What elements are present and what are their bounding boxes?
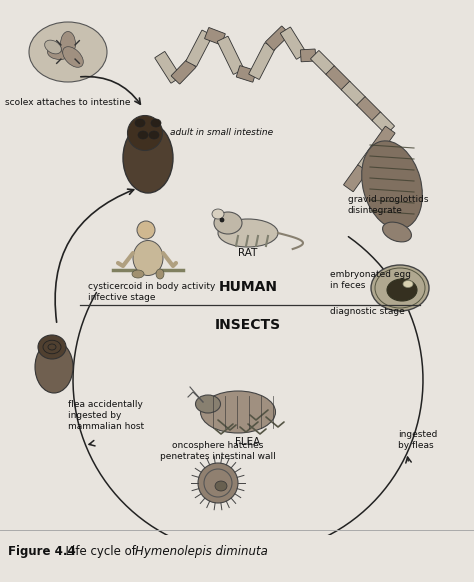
Text: ingested
by fleas: ingested by fleas	[398, 430, 438, 450]
Text: infective stage: infective stage	[88, 293, 155, 302]
Text: gravid proglottids
disintegrate: gravid proglottids disintegrate	[348, 195, 428, 215]
FancyBboxPatch shape	[357, 97, 381, 121]
Ellipse shape	[362, 141, 422, 229]
Ellipse shape	[198, 463, 238, 503]
Ellipse shape	[133, 240, 163, 275]
FancyBboxPatch shape	[326, 66, 350, 90]
FancyBboxPatch shape	[371, 126, 395, 153]
Text: embryonated egg
in feces: embryonated egg in feces	[330, 270, 411, 290]
FancyBboxPatch shape	[205, 27, 225, 45]
FancyBboxPatch shape	[217, 36, 244, 74]
FancyBboxPatch shape	[171, 59, 196, 84]
Ellipse shape	[215, 481, 227, 491]
FancyBboxPatch shape	[237, 66, 256, 82]
Ellipse shape	[29, 22, 107, 82]
Ellipse shape	[220, 218, 224, 222]
FancyBboxPatch shape	[344, 165, 367, 191]
Text: INSECTS: INSECTS	[215, 318, 281, 332]
Ellipse shape	[212, 209, 224, 219]
Ellipse shape	[383, 222, 411, 242]
FancyBboxPatch shape	[372, 112, 394, 134]
Ellipse shape	[156, 269, 164, 279]
Ellipse shape	[149, 131, 159, 139]
FancyBboxPatch shape	[341, 81, 365, 105]
Text: RAT: RAT	[238, 248, 258, 258]
Text: Hymenolepis diminuta: Hymenolepis diminuta	[135, 545, 268, 558]
Ellipse shape	[218, 219, 278, 247]
FancyBboxPatch shape	[249, 43, 275, 79]
Ellipse shape	[135, 119, 145, 127]
Ellipse shape	[123, 123, 173, 193]
Ellipse shape	[137, 221, 155, 239]
Text: Life cycle of: Life cycle of	[58, 545, 140, 558]
Text: FLEA: FLEA	[236, 437, 261, 447]
FancyBboxPatch shape	[310, 51, 335, 75]
FancyBboxPatch shape	[155, 52, 181, 83]
FancyBboxPatch shape	[301, 49, 316, 62]
FancyBboxPatch shape	[357, 146, 381, 172]
Ellipse shape	[371, 265, 429, 311]
Ellipse shape	[214, 212, 242, 234]
Ellipse shape	[132, 270, 144, 278]
Text: oncosphere hatches
penetrates intestinal wall: oncosphere hatches penetrates intestinal…	[160, 441, 276, 461]
Ellipse shape	[38, 335, 66, 359]
Text: HUMAN: HUMAN	[219, 280, 277, 294]
FancyBboxPatch shape	[265, 26, 290, 50]
Ellipse shape	[128, 115, 163, 151]
Text: scolex attaches to intestine: scolex attaches to intestine	[5, 98, 130, 107]
Text: diagnostic stage: diagnostic stage	[330, 307, 405, 316]
Ellipse shape	[61, 31, 75, 56]
Text: adult in small intestine: adult in small intestine	[171, 128, 273, 137]
Ellipse shape	[387, 279, 417, 301]
Ellipse shape	[63, 47, 83, 68]
Ellipse shape	[45, 40, 61, 54]
Ellipse shape	[195, 395, 220, 413]
Ellipse shape	[151, 119, 161, 127]
FancyBboxPatch shape	[186, 30, 212, 66]
Ellipse shape	[47, 44, 73, 59]
Text: flea accidentally
ingested by
mammalian host: flea accidentally ingested by mammalian …	[68, 400, 144, 431]
Ellipse shape	[138, 131, 148, 139]
Text: Figure 4.4: Figure 4.4	[8, 545, 76, 558]
Text: cysticercoid in body activity: cysticercoid in body activity	[88, 282, 215, 291]
Ellipse shape	[403, 281, 413, 288]
Ellipse shape	[201, 391, 275, 433]
FancyBboxPatch shape	[281, 27, 307, 59]
Ellipse shape	[35, 341, 73, 393]
